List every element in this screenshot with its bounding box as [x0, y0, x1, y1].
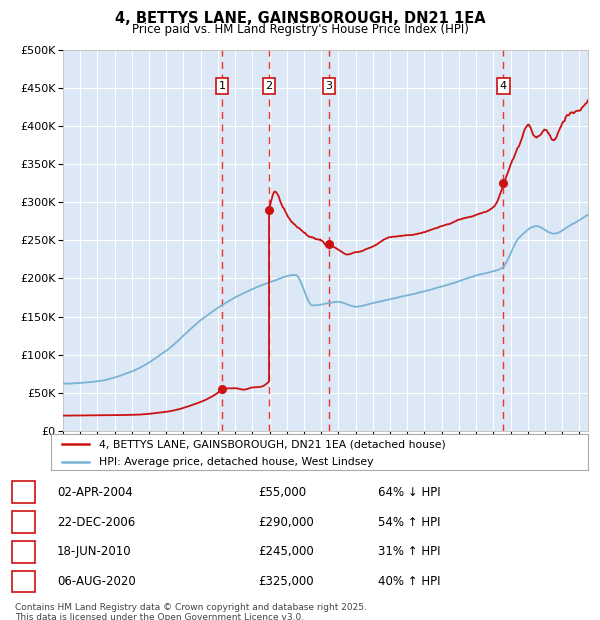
Text: £325,000: £325,000	[258, 575, 314, 588]
Text: 02-APR-2004: 02-APR-2004	[57, 486, 133, 498]
Text: HPI: Average price, detached house, West Lindsey: HPI: Average price, detached house, West…	[100, 457, 374, 467]
Text: 31% ↑ HPI: 31% ↑ HPI	[378, 546, 440, 558]
Text: £55,000: £55,000	[258, 486, 306, 498]
Text: 64% ↓ HPI: 64% ↓ HPI	[378, 486, 440, 498]
Text: 3: 3	[20, 546, 27, 558]
Text: 1: 1	[20, 486, 27, 498]
Text: 2: 2	[265, 81, 272, 91]
Text: £290,000: £290,000	[258, 516, 314, 528]
Text: 2: 2	[20, 516, 27, 528]
Text: 4: 4	[500, 81, 507, 91]
Text: 40% ↑ HPI: 40% ↑ HPI	[378, 575, 440, 588]
Text: Contains HM Land Registry data © Crown copyright and database right 2025.
This d: Contains HM Land Registry data © Crown c…	[15, 603, 367, 620]
Text: 4: 4	[20, 575, 27, 588]
Text: 3: 3	[326, 81, 332, 91]
Text: 4, BETTYS LANE, GAINSBOROUGH, DN21 1EA: 4, BETTYS LANE, GAINSBOROUGH, DN21 1EA	[115, 11, 485, 26]
Text: £245,000: £245,000	[258, 546, 314, 558]
Text: 06-AUG-2020: 06-AUG-2020	[57, 575, 136, 588]
Text: 22-DEC-2006: 22-DEC-2006	[57, 516, 135, 528]
Text: 54% ↑ HPI: 54% ↑ HPI	[378, 516, 440, 528]
Text: 4, BETTYS LANE, GAINSBOROUGH, DN21 1EA (detached house): 4, BETTYS LANE, GAINSBOROUGH, DN21 1EA (…	[100, 439, 446, 449]
Text: 18-JUN-2010: 18-JUN-2010	[57, 546, 131, 558]
Text: 1: 1	[219, 81, 226, 91]
Text: Price paid vs. HM Land Registry's House Price Index (HPI): Price paid vs. HM Land Registry's House …	[131, 23, 469, 36]
